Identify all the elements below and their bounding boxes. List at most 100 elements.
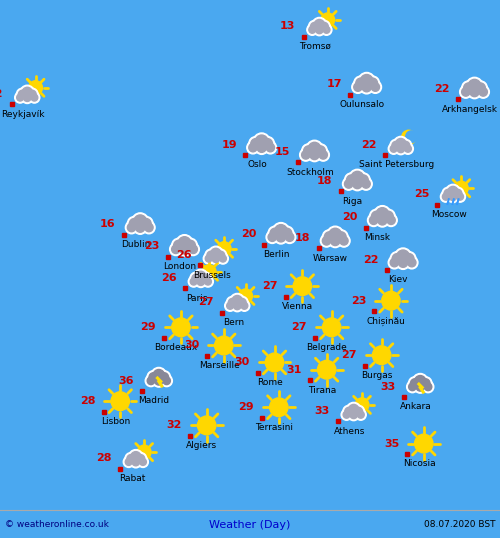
Circle shape: [136, 455, 144, 463]
Text: 18: 18: [295, 233, 310, 243]
Circle shape: [195, 275, 206, 287]
Circle shape: [328, 234, 342, 247]
Circle shape: [130, 218, 140, 229]
Circle shape: [266, 231, 278, 244]
Circle shape: [462, 81, 475, 95]
Circle shape: [345, 407, 353, 416]
Text: 28: 28: [80, 396, 96, 406]
Text: 28: 28: [96, 453, 112, 463]
Text: 18: 18: [317, 176, 332, 186]
Circle shape: [327, 226, 344, 243]
Text: Bordeaux: Bordeaux: [154, 343, 198, 352]
Text: Stockholm: Stockholm: [286, 168, 334, 176]
Circle shape: [28, 81, 42, 95]
Text: Terrasini: Terrasini: [255, 423, 293, 432]
Circle shape: [358, 411, 364, 418]
Circle shape: [216, 251, 224, 259]
Circle shape: [302, 151, 310, 159]
Text: Tirana: Tirana: [308, 386, 336, 394]
Text: 30: 30: [184, 341, 199, 350]
Circle shape: [343, 411, 350, 418]
Text: 35: 35: [384, 438, 399, 449]
Circle shape: [468, 85, 481, 98]
Circle shape: [352, 179, 362, 189]
Circle shape: [414, 434, 433, 453]
Circle shape: [366, 76, 380, 90]
Circle shape: [22, 87, 32, 98]
Circle shape: [202, 265, 216, 279]
Text: 33: 33: [314, 406, 330, 416]
Text: 20: 20: [241, 229, 256, 239]
Circle shape: [127, 455, 135, 463]
Circle shape: [416, 383, 424, 391]
Circle shape: [376, 214, 389, 227]
Text: Rome: Rome: [257, 378, 282, 387]
Circle shape: [410, 379, 420, 388]
Circle shape: [317, 148, 330, 161]
Circle shape: [322, 318, 341, 337]
Circle shape: [255, 141, 268, 154]
Circle shape: [323, 26, 330, 33]
Circle shape: [334, 230, 348, 244]
Circle shape: [348, 409, 360, 421]
Circle shape: [408, 258, 416, 267]
Text: 27: 27: [262, 281, 278, 291]
Circle shape: [322, 237, 330, 245]
Circle shape: [448, 186, 458, 197]
Circle shape: [140, 458, 146, 465]
Circle shape: [442, 187, 454, 200]
Text: 20: 20: [342, 212, 357, 222]
Text: 29: 29: [238, 402, 254, 412]
Circle shape: [414, 380, 426, 393]
Circle shape: [422, 381, 434, 393]
Circle shape: [126, 458, 132, 465]
Circle shape: [202, 276, 213, 287]
Circle shape: [204, 253, 214, 264]
Text: Chișinău: Chișinău: [366, 316, 406, 325]
Circle shape: [128, 450, 143, 464]
Circle shape: [381, 209, 395, 223]
Circle shape: [387, 216, 395, 224]
Circle shape: [138, 456, 148, 468]
Circle shape: [141, 218, 151, 229]
Circle shape: [394, 137, 408, 151]
Circle shape: [454, 191, 466, 202]
Circle shape: [128, 216, 141, 231]
Text: Berlin: Berlin: [263, 250, 289, 259]
Circle shape: [341, 409, 352, 420]
Text: 27: 27: [342, 350, 357, 360]
Circle shape: [172, 238, 185, 252]
Text: London: London: [163, 262, 196, 271]
Circle shape: [316, 146, 326, 156]
Circle shape: [372, 211, 382, 222]
Circle shape: [232, 300, 243, 312]
Circle shape: [400, 139, 411, 152]
Text: Kiev: Kiev: [388, 275, 408, 285]
Circle shape: [178, 237, 191, 250]
Circle shape: [189, 245, 198, 253]
Circle shape: [368, 214, 380, 226]
Circle shape: [349, 169, 366, 186]
Circle shape: [210, 253, 222, 265]
Circle shape: [142, 221, 155, 234]
Circle shape: [192, 274, 200, 282]
Circle shape: [308, 20, 320, 33]
Circle shape: [356, 173, 370, 187]
Circle shape: [132, 458, 140, 466]
Circle shape: [322, 230, 336, 244]
Circle shape: [205, 249, 217, 261]
Text: 25: 25: [414, 189, 429, 199]
Text: 27: 27: [198, 297, 214, 307]
Text: Reykjavík: Reykjavík: [2, 110, 45, 118]
Circle shape: [16, 94, 24, 101]
Circle shape: [293, 277, 312, 295]
Circle shape: [390, 145, 397, 152]
Circle shape: [319, 151, 328, 159]
Circle shape: [172, 245, 180, 253]
Circle shape: [266, 143, 274, 152]
Circle shape: [320, 23, 328, 31]
Circle shape: [350, 177, 364, 190]
Circle shape: [358, 73, 375, 89]
Circle shape: [321, 24, 332, 36]
Circle shape: [479, 88, 488, 96]
